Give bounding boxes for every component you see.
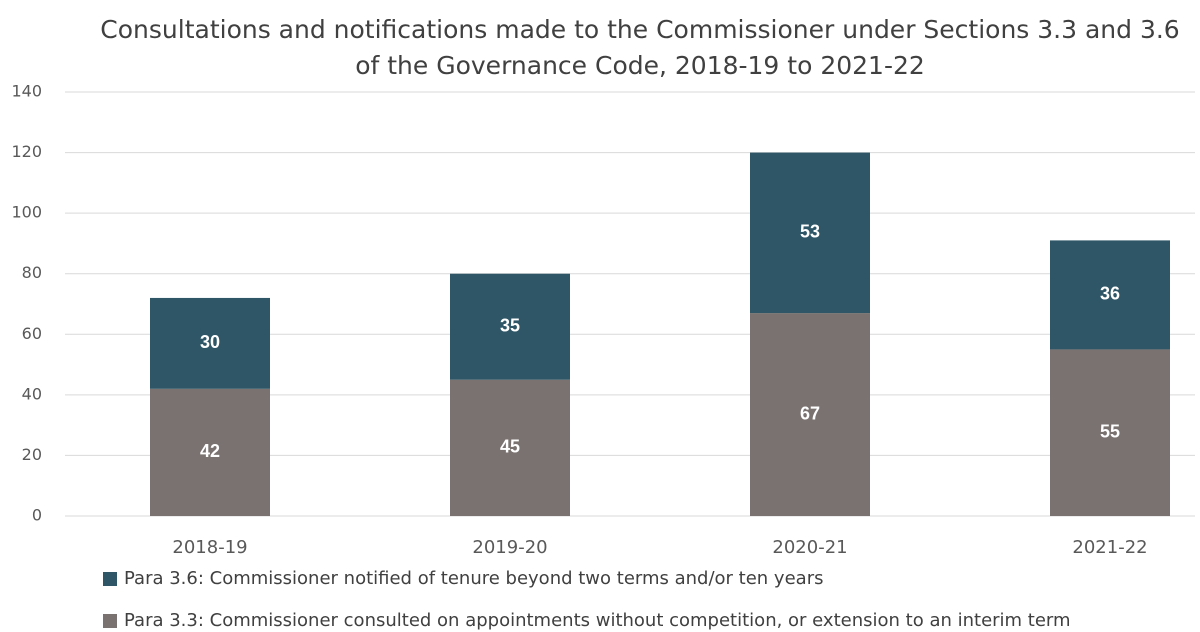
legend-label: Para 3.3: Commissioner consulted on appo… [124,610,1071,631]
x-tick-label: 2020-21 [772,537,847,558]
bar-segment [450,379,570,516]
y-tick-label: 40 [22,384,42,403]
x-tick-label: 2021-22 [1072,537,1147,558]
x-tick-label: 2019-20 [472,537,547,558]
data-label: 45 [500,437,520,457]
y-tick-label: 0 [32,506,42,525]
chart-title: Consultations and notifications made to … [100,15,1180,80]
legend-label: Para 3.6: Commissioner notified of tenur… [124,568,823,589]
y-tick-label: 120 [11,142,42,161]
data-label: 53 [800,222,820,242]
data-label: 67 [800,403,820,423]
bar-segment [1050,240,1170,350]
legend-swatch [103,572,117,586]
y-tick-label: 60 [22,324,42,343]
x-tick-label: 2018-19 [172,537,247,558]
bar-segment [150,297,270,389]
legend-swatch [103,614,117,628]
data-label: 36 [1100,284,1120,304]
y-tick-label: 80 [22,263,42,282]
y-tick-label: 100 [11,203,42,222]
data-label: 42 [200,441,220,461]
data-label: 30 [200,332,220,352]
bar-segment [1050,349,1170,516]
bar-segment [750,313,870,516]
y-tick-label: 20 [22,445,42,464]
y-tick-label: 140 [11,82,42,101]
bar-segment [450,273,570,380]
bar-segment [750,152,870,314]
data-label: 35 [500,315,520,335]
bar-segment [150,388,270,516]
data-label: 55 [1100,421,1120,441]
